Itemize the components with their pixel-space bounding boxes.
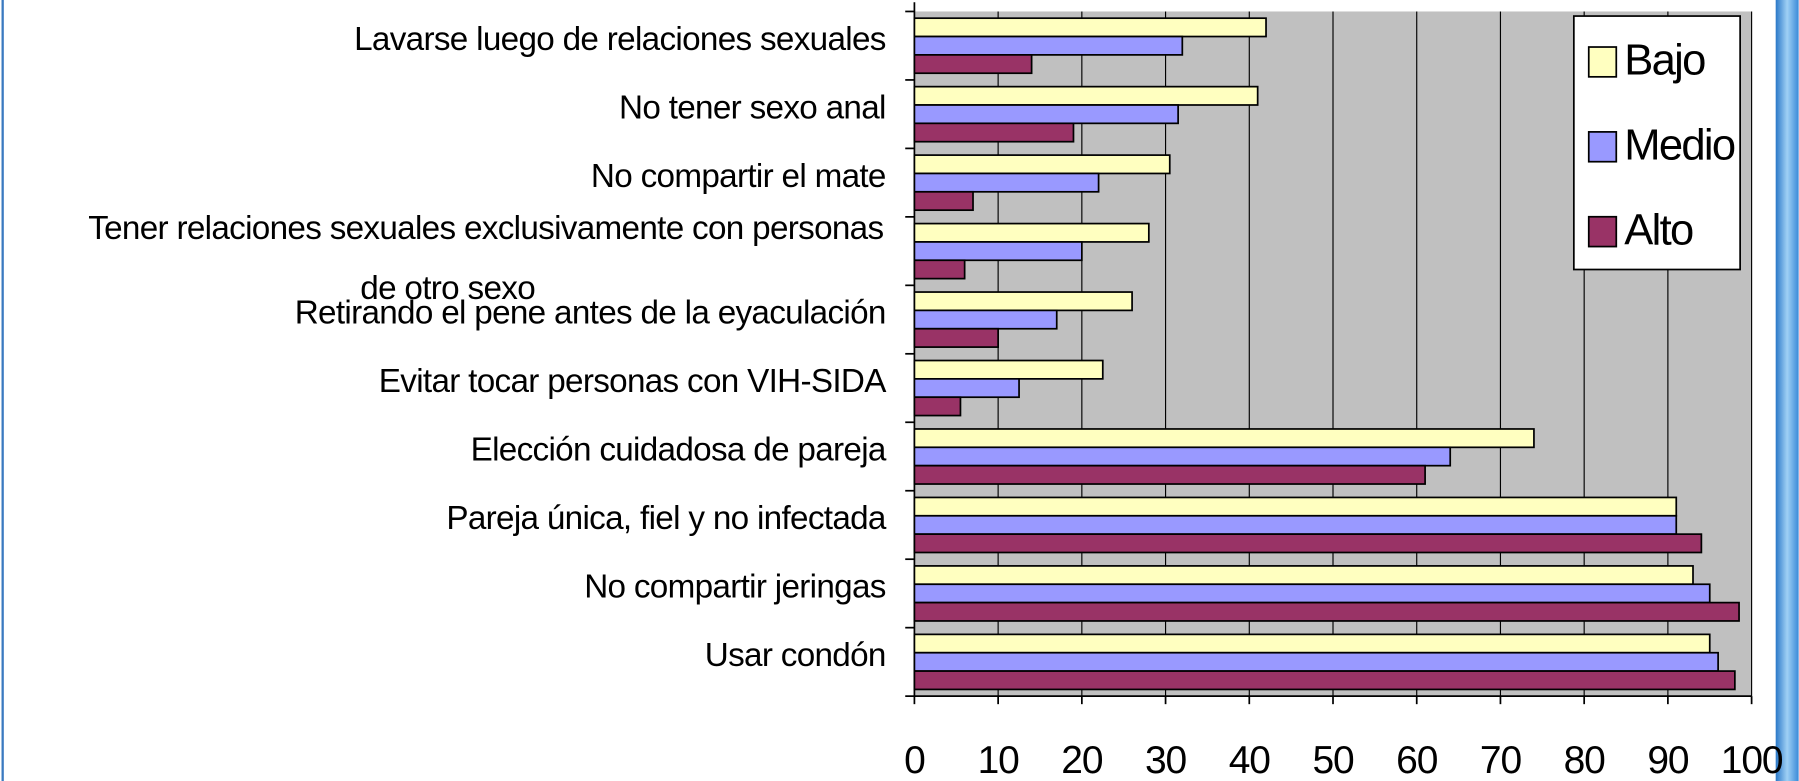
bar: [913, 601, 1740, 622]
bar: [913, 54, 1033, 75]
x-tick-label: 40: [1229, 739, 1271, 781]
y-tick-label: No compartir el mate: [591, 158, 886, 195]
bar: [913, 377, 1020, 399]
legend-label: Medio: [1624, 121, 1735, 169]
bar: [913, 633, 1711, 654]
bar: [913, 514, 1678, 536]
bar: [913, 396, 962, 417]
bar: [913, 172, 1100, 193]
bar: [913, 17, 1267, 38]
legend-label: Alto: [1624, 206, 1693, 254]
bar: [913, 309, 1058, 330]
bar: [913, 428, 1535, 449]
x-tick-label: 60: [1396, 739, 1438, 781]
bar: [913, 446, 1452, 467]
x-tick-label: 0: [904, 739, 925, 781]
y-tick-label: No compartir jeringas: [584, 569, 886, 606]
bar: [913, 565, 1694, 586]
y-tick-label: No tener sexo anal: [619, 89, 886, 126]
legend-label: Bajo: [1624, 37, 1705, 85]
bar: [913, 496, 1678, 517]
y-tick-label: de otro sexo: [360, 270, 535, 307]
bar: [913, 651, 1719, 672]
bar: [913, 104, 1179, 125]
y-tick-label: Elección cuidadosa de pareja: [471, 432, 887, 469]
bar: [913, 291, 1133, 312]
bar: [913, 35, 1184, 56]
x-tick-label: 50: [1312, 739, 1354, 781]
bar: [913, 259, 966, 280]
bar: [913, 670, 1736, 691]
y-tick-label: Evitar tocar personas con VIH-SIDA: [379, 363, 887, 400]
bar: [913, 122, 1075, 143]
bar: [913, 359, 1104, 380]
x-tick-label: 30: [1145, 739, 1187, 781]
y-tick-label: Pareja única, fiel y no infectada: [446, 500, 887, 537]
bar: [913, 85, 1259, 106]
legend-swatch: [1587, 215, 1618, 248]
y-tick-label: Lavarse luego de relaciones sexuales: [354, 21, 886, 58]
frame-strip: [1775, 0, 1799, 781]
bar: [913, 583, 1711, 604]
x-tick-label: 90: [1647, 739, 1689, 781]
legend-swatch: [1587, 131, 1618, 163]
x-tick-label: 20: [1061, 739, 1103, 781]
x-tick-label: 100: [1721, 739, 1783, 781]
bar: [913, 190, 974, 212]
bar: [913, 154, 1171, 175]
bar: [913, 222, 1150, 243]
bar: [913, 327, 999, 348]
bar: [913, 241, 1083, 262]
y-tick-label: Tener relaciones sexuales exclusivamente…: [88, 210, 883, 247]
bar: [913, 533, 1703, 554]
bar: [913, 464, 1426, 485]
x-tick-label: 10: [978, 739, 1020, 781]
legend-swatch: [1587, 46, 1618, 78]
y-tick-label: Retirando el pene antes de la eyaculació…: [295, 295, 886, 332]
x-tick-label: 70: [1480, 739, 1522, 781]
y-tick-label: Usar condón: [705, 637, 886, 674]
x-tick-label: 80: [1564, 739, 1606, 781]
